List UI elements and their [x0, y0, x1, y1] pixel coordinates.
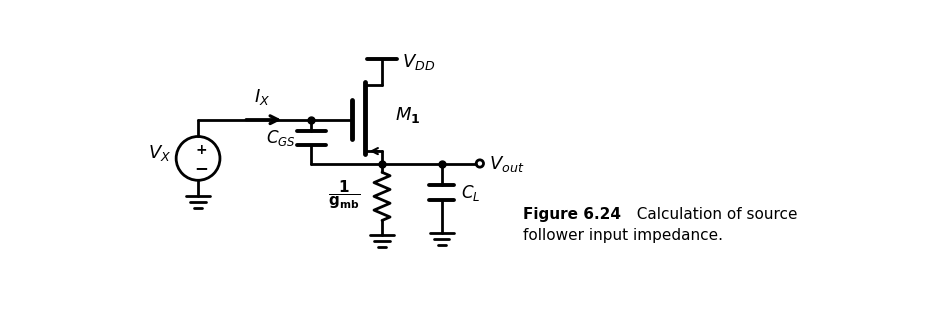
Text: $\mathbf{\it{C}}_{\mathbf{\it{GS}}}$: $\mathbf{\it{C}}_{\mathbf{\it{GS}}}$ [266, 128, 296, 148]
Text: −: − [194, 159, 208, 177]
Text: follower input impedance.: follower input impedance. [523, 228, 723, 243]
Text: $\mathbf{\it{V}}_{\mathbf{\it{X}}}$: $\mathbf{\it{V}}_{\mathbf{\it{X}}}$ [149, 142, 171, 162]
Text: +: + [195, 143, 207, 157]
Text: $\mathbf{\dfrac{1}{g_{mb}}}$: $\mathbf{\dfrac{1}{g_{mb}}}$ [328, 178, 360, 211]
Text: $\mathbf{\it{C}}_{\mathbf{\it{L}}}$: $\mathbf{\it{C}}_{\mathbf{\it{L}}}$ [461, 183, 480, 203]
Text: $\mathbf{\it{I}}_{\mathbf{\it{X}}}$: $\mathbf{\it{I}}_{\mathbf{\it{X}}}$ [254, 87, 270, 107]
Text: $\mathbf{\it{V}}_{\mathbf{\it{DD}}}$: $\mathbf{\it{V}}_{\mathbf{\it{DD}}}$ [401, 52, 435, 72]
Text: Figure 6.24: Figure 6.24 [523, 207, 621, 222]
Text: Calculation of source: Calculation of source [626, 207, 797, 222]
Text: $\mathbf{\it{M}}_{\mathbf{1}}$: $\mathbf{\it{M}}_{\mathbf{1}}$ [396, 105, 421, 125]
Text: $\mathbf{\it{V}}_{\mathbf{\it{out}}}$: $\mathbf{\it{V}}_{\mathbf{\it{out}}}$ [489, 154, 524, 174]
